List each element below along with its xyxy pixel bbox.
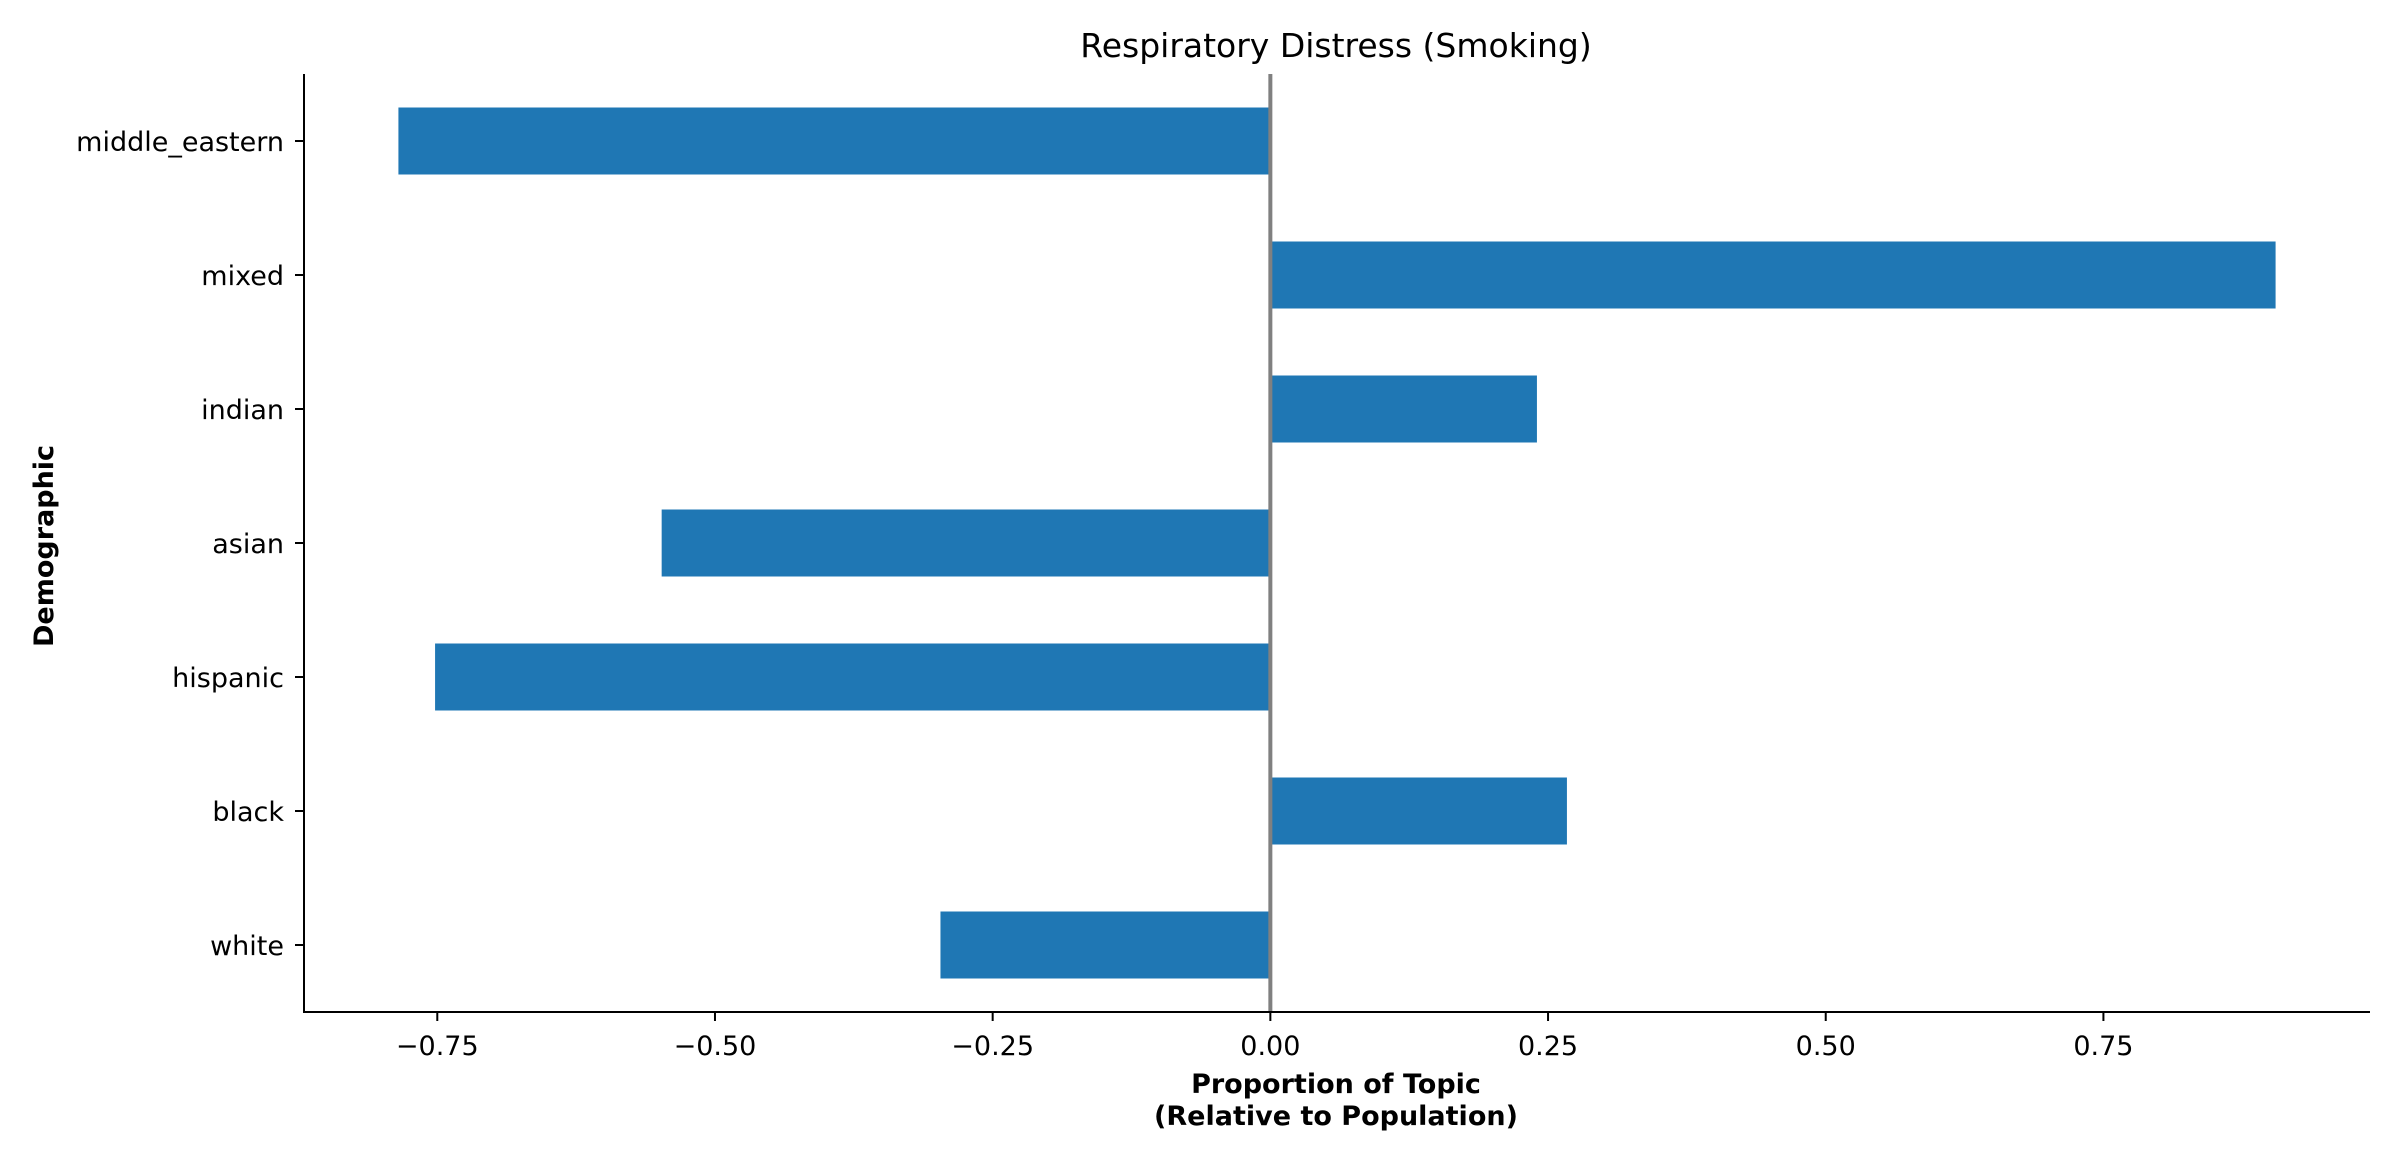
bar-mixed bbox=[1270, 241, 2276, 309]
x-tick-label: −0.75 bbox=[396, 1031, 479, 1062]
chart-title: Respiratory Distress (Smoking) bbox=[1080, 26, 1591, 65]
bar-hispanic bbox=[435, 643, 1271, 711]
y-tick-label: asian bbox=[212, 529, 284, 560]
bar-black bbox=[1270, 777, 1567, 845]
y-tick-label: indian bbox=[201, 395, 284, 426]
x-tick-label: 0.75 bbox=[2073, 1031, 2133, 1062]
y-tick-label: mixed bbox=[201, 261, 284, 292]
bar-asian bbox=[661, 509, 1271, 577]
y-tick-label: middle_eastern bbox=[76, 127, 284, 158]
y-tick-label: white bbox=[210, 931, 284, 962]
x-tick-label: −0.50 bbox=[674, 1031, 757, 1062]
x-ticks-group: −0.75 −0.50 −0.25 0.00 0.25 0.50 0.75 bbox=[396, 1012, 2133, 1062]
x-tick-label: 0.25 bbox=[1518, 1031, 1578, 1062]
x-axis-label-line-1: Proportion of Topic bbox=[1191, 1069, 1481, 1100]
x-tick-label: 0.50 bbox=[1796, 1031, 1856, 1062]
bars-group bbox=[398, 107, 2276, 979]
y-axis-label: Demographic bbox=[29, 445, 60, 647]
x-axis-label-line-2: (Relative to Population) bbox=[1154, 1101, 1518, 1132]
x-tick-label: −0.25 bbox=[951, 1031, 1034, 1062]
bar-indian bbox=[1270, 375, 1537, 443]
y-tick-label: black bbox=[212, 797, 284, 828]
bar-white bbox=[940, 911, 1271, 979]
y-tick-label: hispanic bbox=[172, 663, 284, 694]
x-tick-label: 0.00 bbox=[1240, 1031, 1300, 1062]
bar-middle-eastern bbox=[398, 107, 1271, 175]
